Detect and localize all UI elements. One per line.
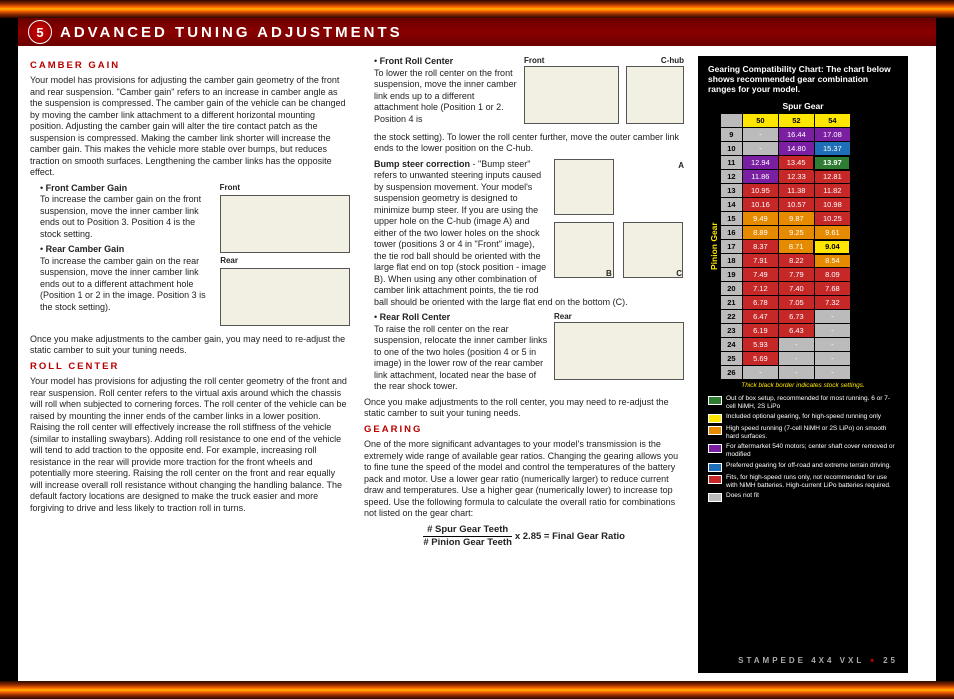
fcg-head: Front Camber Gain xyxy=(46,183,128,193)
front-rear-figs: Front Rear xyxy=(220,183,350,330)
legend-row: Included optional gearing, for high-spee… xyxy=(708,413,898,423)
gear-table-wrap: Pinion Gear 5052549-16.4417.0810-14.8015… xyxy=(708,113,898,380)
frc-front-diagram xyxy=(524,66,619,124)
camber-gain-heading: CAMBER GAIN xyxy=(30,60,350,72)
legend-swatch xyxy=(708,426,722,435)
rrc-figs: Rear xyxy=(554,312,684,384)
chub-label: C-hub xyxy=(661,56,684,66)
rear-label: Rear xyxy=(220,256,238,266)
bump-head: Bump steer correction xyxy=(374,159,470,169)
legend-row: For aftermarket 540 motors; center shaft… xyxy=(708,443,898,459)
legend-text: For aftermarket 540 motors; center shaft… xyxy=(726,443,898,459)
rcg-head: Rear Camber Gain xyxy=(46,244,125,254)
frc-text1: To lower the roll center on the front su… xyxy=(374,68,517,124)
front-label2: Front xyxy=(524,56,544,66)
pinion-label: Pinion Gear xyxy=(708,113,720,380)
gearing-heading: GEARING xyxy=(364,424,684,436)
column-2: FrontC-hub • Front Roll Center To lower … xyxy=(364,56,684,673)
frc-text2: the stock setting). To lower the roll ce… xyxy=(374,132,684,155)
rrc-head: Rear Roll Center xyxy=(380,312,451,322)
gear-formula: # Spur Gear Teeth# Pinion Gear Teeth x 2… xyxy=(364,524,684,549)
legend-text: Fits, for high-speed runs only, not reco… xyxy=(726,474,898,490)
footer-model: STAMPEDE 4X4 VXL xyxy=(738,656,864,666)
gear-table: 5052549-16.4417.0810-14.8015.371112.9413… xyxy=(720,113,852,380)
footer-dot: • xyxy=(870,654,877,668)
legend-swatch xyxy=(708,396,722,405)
legend-swatch xyxy=(708,463,722,472)
legend-text: Included optional gearing, for high-spee… xyxy=(726,413,881,421)
bump-a-diagram xyxy=(554,159,614,215)
page-container: 5 ADVANCED TUNING ADJUSTMENTS CAMBER GAI… xyxy=(18,18,936,681)
legend-text: High speed running (7-cell NiMH or 2S Li… xyxy=(726,425,898,441)
legend-row: Does not fit xyxy=(708,492,898,502)
skill-badge: 5 xyxy=(28,20,52,44)
content-columns: CAMBER GAIN Your model has provisions fo… xyxy=(18,46,936,681)
legend-row: High speed running (7-cell NiMH or 2S Li… xyxy=(708,425,898,441)
bump-figs: A B C xyxy=(554,159,684,282)
rrc-rear-diagram xyxy=(554,322,684,380)
formula-top: # Spur Gear Teeth xyxy=(423,524,512,537)
header-bar: 5 ADVANCED TUNING ADJUSTMENTS xyxy=(18,18,936,46)
legend: Out of box setup, recommended for most r… xyxy=(708,395,898,502)
roll-note: Once you make adjustments to the roll ce… xyxy=(364,397,684,420)
fcg-text: To increase the camber gain on the front… xyxy=(40,194,201,239)
legend-swatch xyxy=(708,493,722,502)
legend-row: Preferred gearing for off-road and extre… xyxy=(708,462,898,472)
top-stripe xyxy=(0,0,954,18)
badge-num: 5 xyxy=(36,25,43,40)
rcg-text: To increase the camber gain on the rear … xyxy=(40,256,206,312)
roll-center-heading: ROLL CENTER xyxy=(30,361,350,373)
roll-center-text: Your model has provisions for adjusting … xyxy=(30,376,350,514)
formula-bot: # Pinion Gear Teeth xyxy=(423,537,512,549)
bump-c-diagram xyxy=(623,222,683,278)
frc-chub-diagram xyxy=(626,66,684,124)
camber-note: Once you make adjustments to the camber … xyxy=(30,334,350,357)
spur-label: Spur Gear xyxy=(708,101,898,112)
front-diagram xyxy=(220,195,350,253)
c-label: C xyxy=(676,269,682,279)
legend-swatch xyxy=(708,475,722,484)
rear-label2: Rear xyxy=(554,312,572,322)
bottom-stripe xyxy=(0,681,954,699)
legend-swatch xyxy=(708,414,722,423)
legend-text: Out of box setup, recommended for most r… xyxy=(726,395,898,411)
stock-note: Thick black border indicates stock setti… xyxy=(708,382,898,390)
page-title: ADVANCED TUNING ADJUSTMENTS xyxy=(60,24,403,41)
b-label: B xyxy=(606,269,612,279)
frc-head: Front Roll Center xyxy=(380,56,454,66)
frc-figs: Front C-hub xyxy=(524,56,684,128)
rrc-text: To raise the roll center on the rear sus… xyxy=(374,324,547,392)
page-footer: STAMPEDE 4X4 VXL • 25 xyxy=(708,654,898,668)
formula-rest: x 2.85 = Final Gear Ratio xyxy=(515,531,625,542)
chart-title: Gearing Compatibility Chart: The chart b… xyxy=(708,64,898,95)
legend-row: Fits, for high-speed runs only, not reco… xyxy=(708,474,898,490)
legend-row: Out of box setup, recommended for most r… xyxy=(708,395,898,411)
legend-text: Does not fit xyxy=(726,492,759,500)
a-label: A xyxy=(678,161,684,171)
legend-swatch xyxy=(708,444,722,453)
footer-page: 25 xyxy=(883,656,898,666)
camber-gain-text: Your model has provisions for adjusting … xyxy=(30,75,350,179)
legend-text: Preferred gearing for off-road and extre… xyxy=(726,462,891,470)
column-1: CAMBER GAIN Your model has provisions fo… xyxy=(30,56,350,673)
front-label: Front xyxy=(220,183,240,193)
gearing-text: One of the more significant advantages t… xyxy=(364,439,684,520)
rear-diagram xyxy=(220,268,350,326)
column-3-chart: Gearing Compatibility Chart: The chart b… xyxy=(698,56,908,673)
bump-b-diagram xyxy=(554,222,614,278)
